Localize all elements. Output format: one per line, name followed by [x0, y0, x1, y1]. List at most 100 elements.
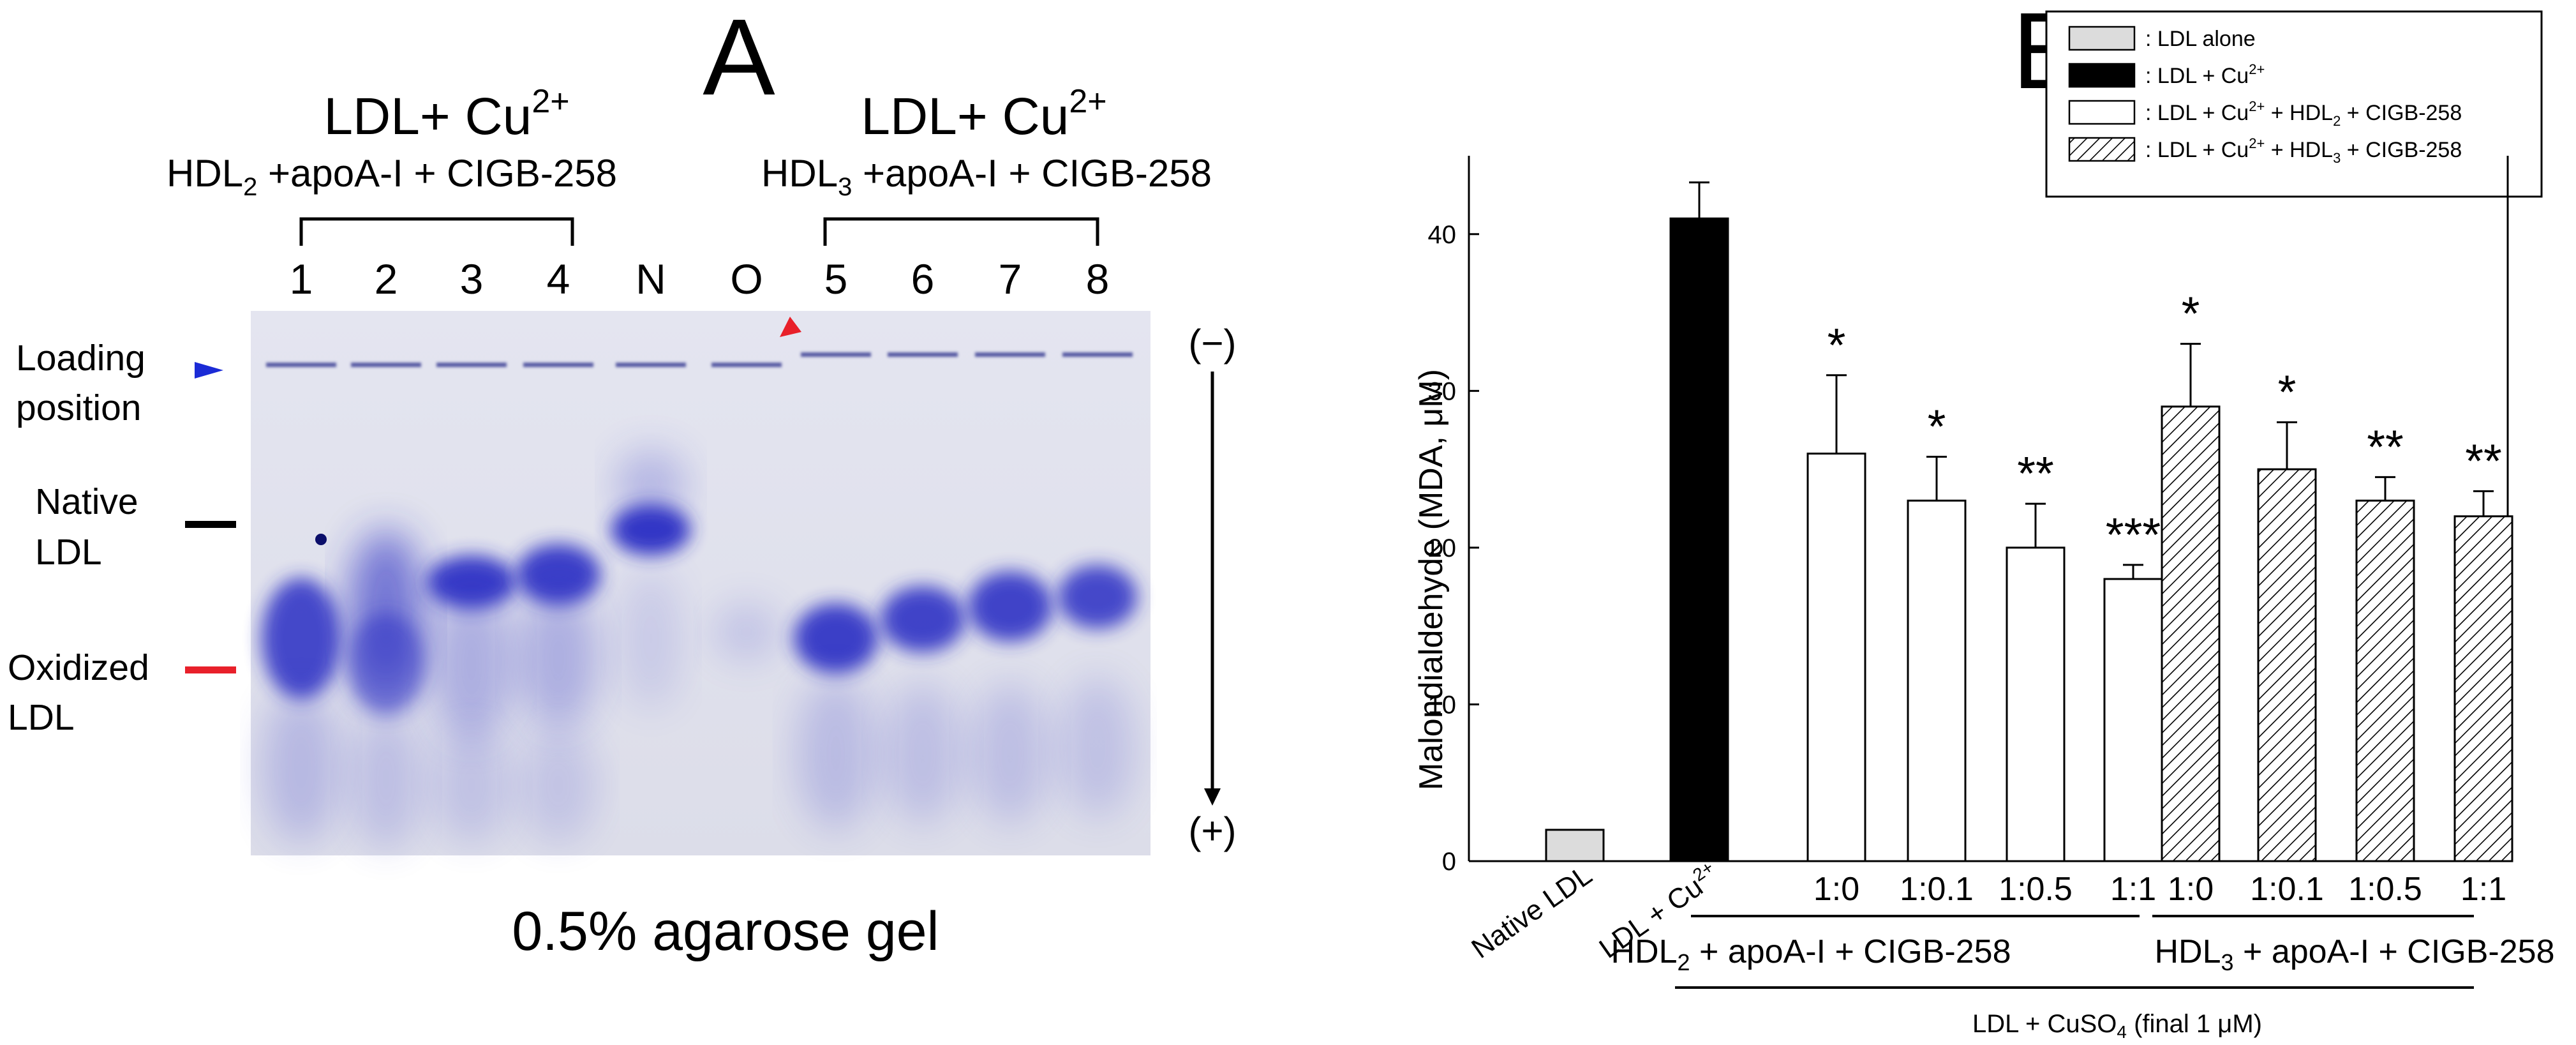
gel-band: [348, 613, 424, 715]
lane-label-N: N: [636, 255, 666, 303]
group1-bracket: [299, 217, 574, 246]
group1-axis-label: HDL2 + apoA-I + CIGB-258: [1611, 933, 2011, 975]
lane-label-2: 2: [375, 255, 398, 303]
gel-band: [884, 683, 961, 823]
lane-label-7: 7: [999, 255, 1022, 303]
lane-label-O: O: [730, 255, 763, 303]
oxidized-ldl-label: Oxidized LDL: [8, 647, 160, 738]
loading-well: [266, 363, 336, 367]
gel-band: [968, 571, 1052, 642]
significance-mark: *: [1828, 319, 1846, 372]
gel-band: [881, 586, 965, 652]
x-tick-label-ratio: 1:0.5: [2348, 871, 2422, 908]
legend-label: : LDL + Cu2+: [2145, 61, 2265, 88]
loading-well: [711, 363, 782, 367]
gel-band: [520, 728, 597, 843]
x-tick-label-ratio: 1:0.1: [1900, 871, 1974, 908]
legend-swatch: [2068, 137, 2136, 162]
bar: [1669, 217, 1729, 862]
loading-well: [801, 352, 871, 357]
native-ldl-marker: [185, 521, 236, 528]
gel-band: [516, 544, 600, 605]
significance-mark: *: [1928, 400, 1946, 453]
loading-well: [616, 363, 686, 367]
gel-band: [519, 587, 598, 728]
oxidized-ldl-marker: [185, 666, 236, 673]
lane-label-6: 6: [911, 255, 935, 303]
gel-band: [263, 689, 339, 843]
legend-swatch: [2068, 26, 2136, 51]
bar: [1545, 829, 1605, 862]
gel-band: [262, 578, 341, 699]
chart-legend: : LDL alone : LDL + Cu2+ : LDL + Cu2+ + HD…: [2045, 10, 2543, 198]
gel-band: [616, 450, 686, 520]
y-tick-label: 20: [1428, 534, 1457, 562]
bar: [2103, 578, 2163, 862]
y-tick-label: 40: [1428, 221, 1457, 249]
bar: [2355, 499, 2415, 862]
bar: [2453, 515, 2513, 862]
y-axis-label: Malondialdehyde (MDA, μM): [1413, 369, 1450, 790]
gel-band: [1058, 565, 1137, 629]
panel-b-mda-chart: B : LDL alone: LDL + Cu2+: LDL + Cu2+ + …: [1413, 0, 2555, 1042]
lane-label-1: 1: [290, 255, 313, 303]
red-arrowhead-marker: [780, 317, 801, 337]
x-tick-label-native-ldl: Native LDL: [1466, 859, 1597, 965]
x-tick-label-ratio: 1:0.5: [1999, 871, 2073, 908]
gel-band: [433, 728, 510, 843]
loading-well: [523, 363, 593, 367]
significance-mark: *: [2278, 365, 2297, 418]
bar: [2257, 468, 2317, 862]
x-tick-label-ratio: 1:0: [2168, 871, 2214, 908]
y-tick-label: 30: [1428, 377, 1457, 405]
significance-mark: *: [2182, 287, 2200, 340]
gel-band: [972, 683, 1048, 823]
legend-swatch: [2068, 63, 2136, 88]
gel-caption: 0.5% agarose gel: [512, 901, 939, 962]
loading-well: [1062, 352, 1133, 357]
legend-label: : LDL alone: [2145, 27, 2256, 51]
anode-label: (+): [1189, 809, 1237, 852]
significance-mark: **: [2367, 420, 2404, 473]
y-tick-label: 0: [1442, 848, 1456, 876]
bar: [1907, 499, 1967, 862]
x-tick-label-ratio: 1:1: [2110, 871, 2156, 908]
loading-well: [888, 352, 958, 357]
y-tick-label: 10: [1428, 691, 1457, 719]
gel-spot: [315, 534, 327, 545]
bar: [1806, 453, 1866, 862]
lane-label-4: 4: [547, 255, 570, 303]
panel-a-letter: A: [703, 0, 775, 118]
gel-band: [794, 603, 878, 673]
panel-a-gel-figure: A LDL+ Cu2+ HDL2 +apoA-I + CIGB-258 LDL+…: [8, 0, 1237, 962]
gel-band: [796, 677, 875, 830]
significance-mark: **: [2017, 447, 2054, 500]
native-ldl-label: Native LDL: [35, 481, 148, 573]
gel-band: [713, 603, 780, 661]
group1-subtitle: HDL2 +apoA-I + CIGB-258: [167, 152, 617, 201]
migration-arrow-head: [1204, 788, 1221, 806]
x-tick-label-ratio: 1:0: [1813, 871, 1859, 908]
gel-band: [611, 504, 690, 555]
loading-position-label: Loading position: [16, 338, 156, 428]
x-tick-label-ratio: 1:0.1: [2250, 871, 2324, 908]
x-tick-label-ratio: 1:1: [2461, 871, 2506, 908]
bar: [2006, 546, 2066, 862]
gel-band: [431, 587, 512, 741]
legend-swatch: [2068, 100, 2136, 125]
lane-label-5: 5: [824, 255, 848, 303]
gel-band: [351, 709, 421, 849]
lane-label-3: 3: [460, 255, 484, 303]
legend-label: : LDL + Cu2+ + HDL3 + CIGB-258: [2145, 135, 2462, 166]
group1-title: LDL+ Cu2+: [324, 83, 569, 146]
loading-position-arrow: [195, 362, 223, 379]
legend-label: : LDL + Cu2+ + HDL2 + CIGB-258: [2145, 98, 2462, 129]
group2-title: LDL+ Cu2+: [861, 83, 1106, 146]
cuso4-axis-label: LDL + CuSO4 (final 1 μM): [1972, 1010, 2262, 1042]
lane-label-8: 8: [1086, 255, 1110, 303]
loading-well: [351, 363, 421, 367]
loading-well: [436, 363, 507, 367]
bar: [2161, 405, 2221, 862]
group2-bracket: [823, 217, 1099, 246]
group2-subtitle: HDL3 +apoA-I + CIGB-258: [761, 152, 1212, 201]
